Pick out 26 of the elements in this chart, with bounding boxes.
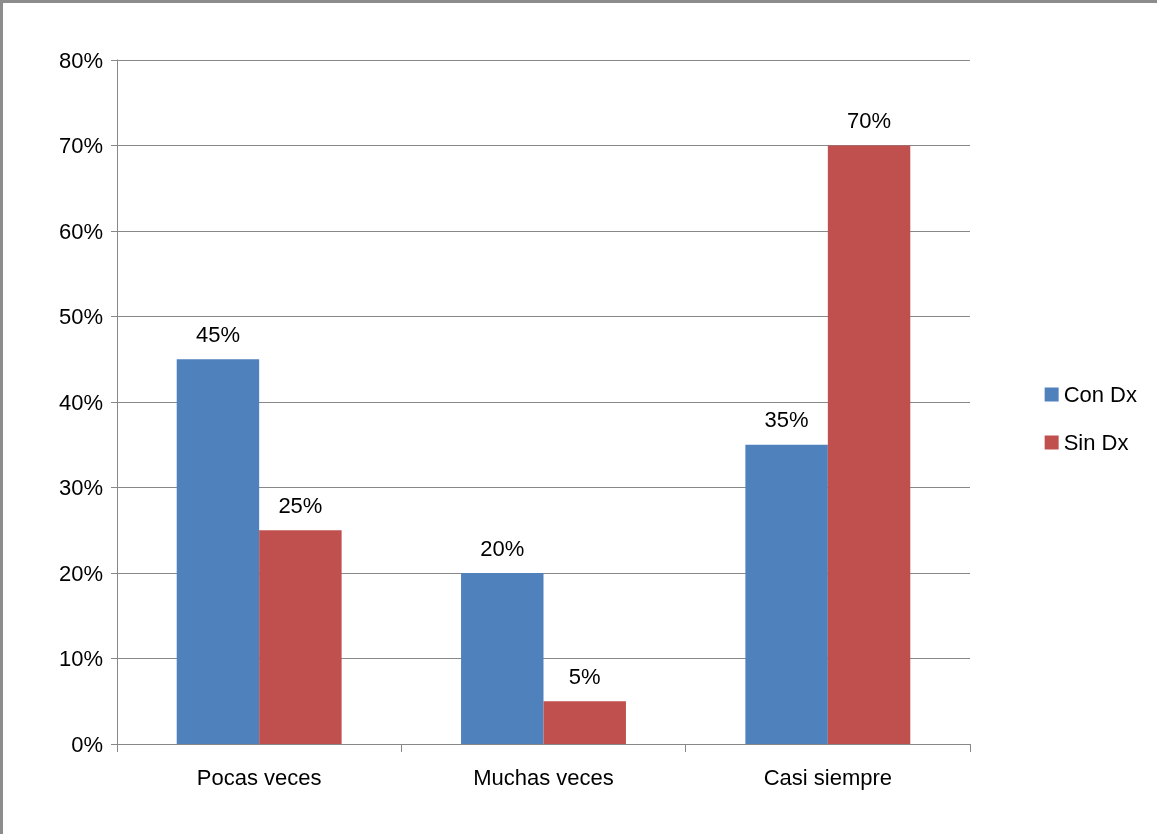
y-tick-label: 10% — [58, 646, 103, 671]
x-tick-label: Casi siempre — [763, 764, 893, 790]
data-label: 45% — [195, 321, 240, 347]
y-tick-label: 70% — [58, 133, 103, 158]
data-label: 35% — [764, 407, 809, 433]
bar — [176, 359, 260, 744]
bar — [461, 573, 544, 744]
bar — [543, 701, 626, 744]
y-tick-label: 20% — [58, 560, 103, 586]
data-label: 25% — [278, 492, 323, 518]
y-tick-label: 50% — [58, 304, 103, 329]
legend-label: Sin Dx — [1063, 430, 1129, 455]
data-label: 70% — [847, 108, 892, 133]
bar — [745, 444, 828, 744]
x-tick-label: Pocas veces — [196, 764, 322, 790]
y-tick-label: 80% — [58, 47, 103, 73]
y-tick-label: 60% — [58, 218, 103, 244]
data-label: 5% — [568, 663, 601, 689]
x-tick-label: Muchas veces — [473, 764, 614, 790]
legend-label: Con Dx — [1063, 382, 1137, 407]
bar — [827, 145, 911, 744]
y-tick-label: 0% — [71, 731, 103, 757]
y-tick-label: 30% — [58, 475, 103, 500]
bar — [259, 530, 342, 744]
data-label: 20% — [480, 535, 525, 561]
y-tick-label: 40% — [58, 389, 103, 415]
